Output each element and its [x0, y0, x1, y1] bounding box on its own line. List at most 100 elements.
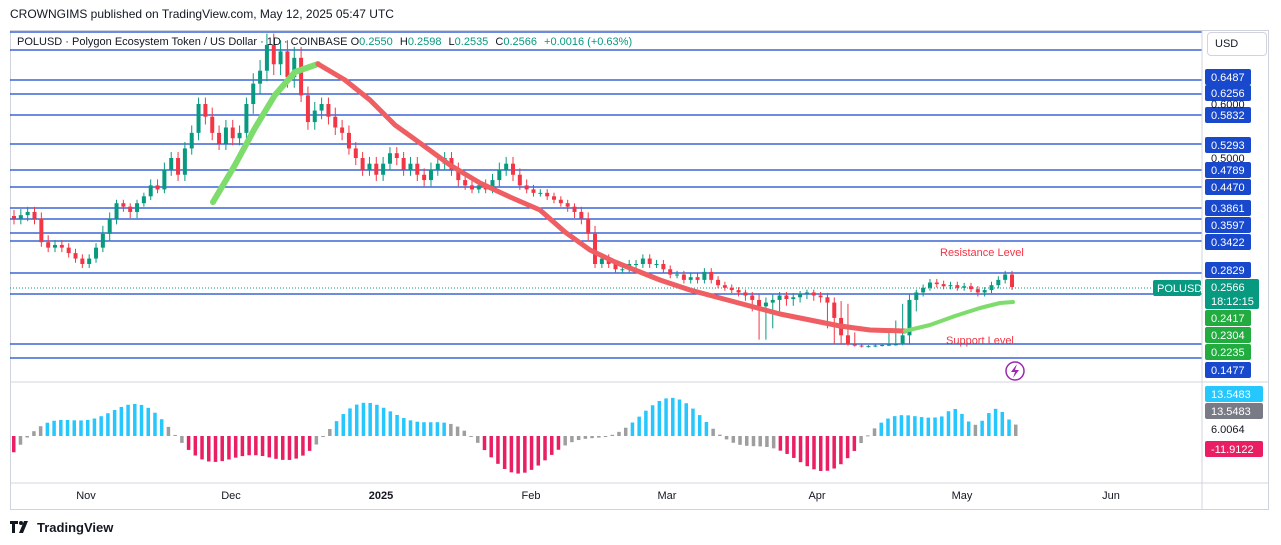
oscillator-bar — [684, 403, 688, 436]
candle-body — [654, 264, 659, 265]
price-level-text: 0.2304 — [1211, 330, 1245, 342]
candle-body — [258, 70, 263, 84]
candle-body — [661, 264, 666, 270]
tradingview-logo[interactable]: TradingView — [10, 519, 113, 536]
oscillator-bar — [657, 400, 662, 436]
oscillator-bar — [280, 436, 285, 460]
oscillator-bar — [496, 436, 500, 464]
candle-body — [893, 344, 898, 346]
candle-body — [271, 44, 276, 65]
oscillator-bar — [953, 408, 957, 436]
candle-body — [517, 174, 522, 186]
candle-body — [784, 295, 789, 300]
symbol-title[interactable]: POLUSD · Polygon Ecosystem Token / US Do… — [17, 36, 348, 48]
candle-body — [162, 169, 167, 190]
oscillator-bar — [570, 436, 574, 443]
current-symbol-text: POLUSD — [1157, 283, 1202, 295]
time-axis-label: Dec — [221, 490, 241, 502]
candle-body — [463, 180, 468, 186]
oscillator-bar — [543, 436, 547, 461]
candle-body — [886, 344, 891, 346]
oscillator-bar — [926, 417, 931, 436]
oscillator-bar — [650, 405, 655, 436]
oscillator-bar — [415, 421, 419, 436]
candle-body — [934, 282, 939, 285]
oscillator-bar — [711, 428, 715, 436]
candle-body — [572, 206, 577, 212]
oscillator-bar — [987, 413, 991, 436]
oscillator-bar — [866, 435, 870, 437]
candle-body — [46, 242, 51, 248]
oscillator-bar — [247, 436, 251, 456]
oscillator-bar — [993, 408, 998, 436]
oscillator-bar — [839, 436, 843, 465]
candle-body — [374, 163, 379, 175]
candle-body — [647, 258, 652, 264]
candle-body — [599, 258, 604, 264]
candle-body — [360, 158, 365, 170]
candle-body — [1010, 274, 1014, 287]
oscillator-bar — [422, 422, 426, 436]
candle-body — [278, 51, 283, 65]
oscillator-tag — [1205, 403, 1263, 419]
high-key: H — [399, 36, 408, 48]
current-price-tag — [1205, 279, 1259, 309]
publisher-caption: CROWNGIMS published on TradingView.com, … — [10, 7, 394, 21]
candle-body — [312, 110, 317, 123]
price-level-text: 0.2235 — [1211, 347, 1245, 359]
support-level-label: Support Level — [946, 335, 1014, 347]
bolt-glyph-icon — [1011, 364, 1019, 378]
oscillator-bar — [724, 436, 729, 440]
price-level-tag — [1205, 234, 1251, 250]
currency-selector[interactable]: USD — [1207, 32, 1267, 56]
candle-body — [907, 299, 912, 336]
oscillator-bar — [428, 422, 433, 436]
oscillator-bar — [12, 436, 16, 453]
oscillator-bar — [348, 408, 352, 436]
candle-body — [948, 285, 953, 287]
candle-body — [381, 163, 386, 175]
price-level-text: 0.1477 — [1211, 365, 1245, 377]
oscillator-bar — [1014, 424, 1018, 436]
oscillator-bar — [99, 416, 103, 436]
candle-body — [497, 169, 502, 181]
candle-body — [326, 104, 331, 117]
oscillator-bar — [980, 420, 984, 436]
candle-body — [203, 104, 208, 117]
oscillator-bar — [718, 434, 722, 436]
candle-body — [791, 297, 796, 300]
oscillator-bar — [886, 418, 890, 436]
oscillator-bar — [254, 436, 258, 456]
oscillator-bar — [381, 407, 386, 436]
candle-body — [579, 211, 584, 219]
price-level-tag — [1205, 107, 1251, 123]
oscillator-bar — [664, 398, 668, 436]
candle-body — [873, 345, 878, 347]
change-value: +0.0016 (+0.63%) — [544, 36, 633, 48]
oscillator-bar — [65, 420, 70, 436]
candle-body — [558, 199, 563, 204]
candle-body — [100, 233, 105, 248]
oscillator-bar — [180, 436, 184, 443]
candle-body — [504, 163, 509, 170]
candle-body — [217, 132, 222, 144]
oscillator-bar — [435, 422, 440, 436]
alert-bolt-icon[interactable] — [1005, 361, 1025, 381]
candle-body — [675, 274, 680, 276]
oscillator-bar — [368, 402, 372, 436]
oscillator-bar — [892, 416, 897, 436]
time-axis-label: Feb — [522, 490, 541, 502]
price-level-text: 0.6487 — [1211, 72, 1245, 84]
oscillator-bar — [644, 410, 648, 436]
oscillator-bar — [233, 436, 238, 458]
candle-body — [975, 289, 980, 293]
oscillator-bar — [597, 436, 601, 438]
high-value: 0.2598 — [407, 36, 442, 48]
candle-body — [408, 163, 413, 170]
oscillator-bar — [267, 436, 272, 458]
candle-body — [435, 163, 440, 170]
oscillator-bar — [388, 411, 393, 436]
oscillator-bar — [207, 436, 211, 462]
oscillator-bar — [825, 436, 830, 471]
